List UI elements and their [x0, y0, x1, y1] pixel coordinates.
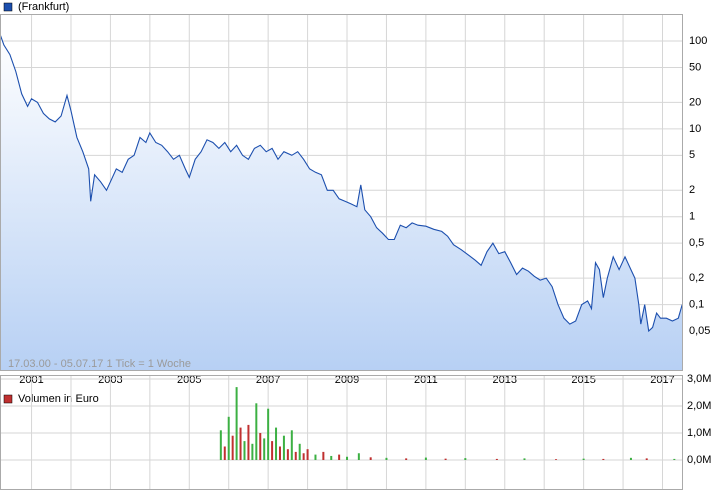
volume-bar [286, 449, 289, 460]
volume-bar [582, 458, 585, 460]
y-tick-label: 10 [689, 123, 701, 135]
volume-bar [330, 455, 333, 460]
legend-label: (Frankfurt) [18, 1, 69, 13]
volume-bar [338, 454, 341, 460]
y-tick-label: 0,0M [687, 454, 711, 466]
volume-bar [629, 457, 632, 460]
volume-bar [282, 435, 285, 460]
volume-bar [227, 416, 230, 460]
y-tick-label: 0,1 [689, 298, 704, 310]
volume-bar [385, 457, 388, 460]
plot-frame [0, 14, 683, 371]
volume-bar [267, 408, 270, 460]
legend-swatch [3, 394, 13, 404]
volume-bar [523, 458, 526, 460]
volume-bar [495, 458, 498, 460]
volume-bar [255, 403, 258, 460]
volume-bar [247, 424, 250, 460]
volume-bar [235, 387, 238, 460]
volume-panel: 3,0M 2,0M 1,0M 0,0M [0, 373, 711, 490]
volume-bar [645, 458, 648, 460]
volume-bar [290, 430, 293, 460]
volume-bar [602, 458, 605, 460]
volume-bar [673, 458, 676, 460]
legend-swatch [3, 2, 13, 12]
y-tick-label: 1 [689, 211, 695, 223]
y-tick-label: 0,5 [689, 237, 704, 249]
volume-bar [314, 454, 317, 460]
y-tick-label: 100 [689, 35, 707, 47]
volume-bar [278, 446, 281, 460]
volume-bar [306, 449, 309, 460]
annotation: 17.03.00 - 05.07.17 1 Tick = 1 Woche [8, 358, 191, 370]
volume-bar [555, 459, 558, 460]
price-line [0, 33, 683, 333]
legend-label: Volumen in Euro [18, 393, 99, 405]
y-tick-label: 2,0M [687, 400, 711, 412]
volume-bar [464, 458, 467, 460]
volume-bar [219, 430, 222, 460]
area [0, 34, 683, 370]
volume-bar [298, 443, 301, 460]
volume-bar [357, 453, 360, 460]
volume-bar [294, 451, 297, 460]
volume-bar [271, 441, 274, 460]
volume-bar [424, 457, 427, 460]
volume-bar [231, 435, 234, 460]
y-tick-label: 0,2 [689, 272, 704, 284]
volume-bar [346, 456, 349, 460]
volume-bar [322, 451, 325, 460]
volume-bar [444, 458, 447, 460]
y-tick-label: 50 [689, 61, 701, 73]
y-tick-label: 1,0M [687, 427, 711, 439]
y-tick-label: 5 [689, 149, 695, 161]
volume-bar [243, 441, 246, 460]
volume-bar [369, 457, 372, 460]
volume-bar [259, 433, 262, 460]
volume-bar [275, 427, 278, 460]
plot-frame [0, 375, 683, 490]
y-tick-label: 3,0M [687, 373, 711, 385]
volume-bar [263, 438, 266, 460]
volume-bar [405, 458, 408, 460]
y-tick-label: 2 [689, 184, 695, 196]
volume-bar [223, 446, 226, 460]
y-tick-label: 0,05 [689, 325, 710, 337]
volume-bar [239, 427, 242, 460]
y-tick-label: 20 [689, 96, 701, 108]
volume-bar [302, 453, 305, 460]
volume-bar [251, 443, 254, 460]
